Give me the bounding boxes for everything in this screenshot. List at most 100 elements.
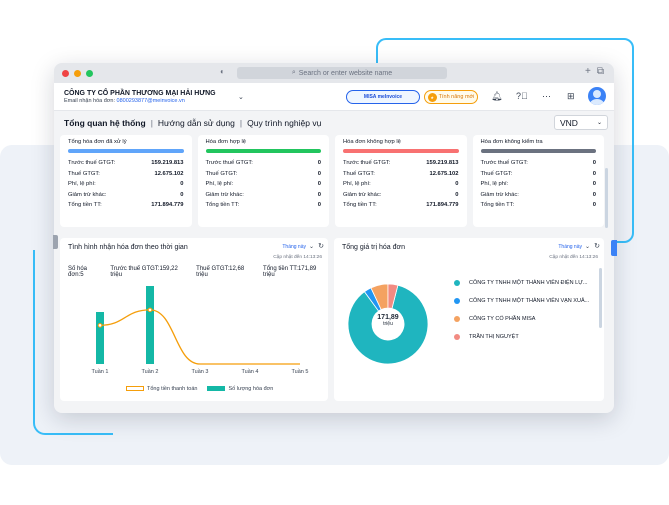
line-point[interactable]	[147, 307, 153, 313]
legend-bar-item[interactable]: Số lượng hóa đơn	[207, 386, 273, 392]
right-drawer-handle[interactable]	[611, 240, 617, 256]
search-icon: ⌕	[291, 69, 296, 76]
bar-Tuần 1[interactable]	[96, 312, 104, 364]
line-point[interactable]	[97, 323, 103, 328]
period-filter[interactable]: Tháng này	[282, 244, 306, 250]
address-bar-placeholder: Search or enter website name	[298, 69, 393, 77]
nav-separator: |	[239, 118, 243, 128]
tab-user-guide[interactable]: Hướng dẫn sử dụng	[157, 118, 235, 128]
card-row: Thuế GTGT: 0	[481, 171, 597, 177]
company-selector[interactable]: CÔNG TY CỔ PHẦN THƯƠNG MẠI HẢI HƯNG Emai…	[64, 90, 216, 104]
help-icon[interactable]: ?⃝	[516, 91, 528, 101]
donut-center-value: 171,89	[377, 314, 399, 321]
row-label: Giảm trừ khác:	[343, 191, 382, 198]
legend-item[interactable]: CÔNG TY CỔ PHẦN MISA	[454, 316, 589, 322]
stat-vat: Thuế GTGT:12,68 triệu	[196, 266, 245, 278]
timeline-panel: Tình hình nhận hóa đơn theo thời gian Th…	[60, 238, 328, 401]
row-value: 0	[455, 191, 459, 198]
nav-separator: |	[150, 118, 153, 128]
row-label: Phí, lệ phí:	[480, 181, 509, 187]
browser-actions: + ⧉	[585, 66, 604, 77]
card-color-bar	[68, 149, 184, 153]
new-tab-icon[interactable]: +	[585, 66, 591, 77]
refresh-icon[interactable]: ↻	[318, 243, 324, 250]
address-bar[interactable]: ⌕ Search or enter website name	[237, 67, 447, 79]
card-row: Giảm trừ khác: 0	[68, 192, 184, 198]
panel-title: Tình hình nhận hóa đơn theo thời gian	[68, 244, 188, 251]
donut-chart	[347, 283, 429, 365]
row-label: Giảm trừ khác:	[480, 191, 519, 198]
row-label: Phí, lệ phí:	[205, 181, 234, 187]
row-label: Phí, lệ phí:	[343, 181, 371, 187]
row-value: 0	[592, 170, 596, 177]
x-tick-label: Tuần 2	[142, 369, 159, 375]
close-window-button[interactable]	[62, 69, 69, 77]
stat-invoice-count: Số hóa đơn:5	[68, 266, 88, 278]
minimize-window-button[interactable]	[74, 69, 81, 77]
card-title: Hóa đơn không hợp lệ	[343, 139, 401, 145]
row-label: Trước thuế GTGT:	[343, 160, 391, 166]
period-filter[interactable]: Tháng này	[558, 244, 582, 250]
row-value: 159.219.813	[426, 160, 459, 166]
row-value: 171.894.779	[426, 202, 459, 208]
legend-item[interactable]: CÔNG TY TNHH MỘT THÀNH VIÊN ĐIỆN LỰ...	[454, 280, 589, 286]
card-row: Giảm trừ khác: 0	[343, 192, 459, 198]
row-value: 0	[180, 191, 184, 198]
tabs-overview-icon[interactable]: ⧉	[596, 66, 604, 77]
currency-value: VND	[560, 117, 578, 128]
row-value: 12.675.102	[154, 170, 184, 177]
donut-center-unit: triệu	[383, 321, 393, 327]
legend-line-item[interactable]: Tổng tiền thanh toán	[126, 386, 197, 392]
legend-label: CÔNG TY TNHH MỘT THÀNH VIÊN ĐIỆN LỰ...	[469, 280, 588, 286]
legend-item[interactable]: CÔNG TY TNHH MỘT THÀNH VIÊN VẠN XUÂ...	[454, 298, 589, 304]
left-drawer-handle[interactable]	[53, 235, 58, 249]
bell-icon[interactable]: 🔔︎	[491, 91, 503, 101]
invoice-value-panel: Tổng giá trị hóa đơn Tháng này ⌄ ↻ Cập n…	[334, 238, 604, 401]
row-label: Phí, lệ phí:	[68, 181, 96, 187]
tab-business-process[interactable]: Quy trình nghiệp vụ	[247, 118, 322, 128]
chevron-down-icon[interactable]: ⌄	[308, 244, 314, 250]
legend-item[interactable]: TRẦN THỊ NGUYỆT	[454, 334, 589, 340]
summary-card[interactable]: Tổng hóa đơn đã xử lý Trước thuế GTGT: 1…	[60, 135, 192, 227]
card-row: Tổng tiền TT: 171.894.779	[68, 202, 184, 208]
avatar[interactable]	[588, 87, 606, 105]
summary-card[interactable]: Hóa đơn không hợp lệ Trước thuế GTGT: 15…	[335, 135, 467, 227]
tab-overview[interactable]: Tổng quan hệ thống	[64, 118, 146, 128]
row-value: 171.894.779	[151, 202, 184, 208]
new-feature-button[interactable]: ★ Tính năng mới	[424, 90, 478, 104]
summary-card[interactable]: Hóa đơn hợp lệ Trước thuế GTGT: 0 Thuế G…	[197, 135, 329, 227]
email-value: 0800293877@meinvoice.vn	[116, 97, 185, 104]
row-label: Tổng tiền TT:	[343, 202, 377, 208]
chevron-down-icon: ⌄	[596, 120, 602, 126]
row-label: Trước thuế GTGT:	[205, 160, 253, 166]
card-color-bar	[480, 149, 596, 153]
chevron-down-icon[interactable]: ⌄	[584, 244, 590, 250]
card-color-bar	[205, 149, 321, 153]
row-value: 0	[592, 202, 596, 208]
card-row: Phí, lệ phí: 0	[481, 181, 597, 187]
summary-card[interactable]: Hóa đơn không kiểm tra Trước thuế GTGT: …	[472, 135, 604, 227]
page-scrollbar[interactable]	[605, 168, 608, 228]
donut-slice[interactable]	[387, 283, 399, 309]
more-icon[interactable]: ⋯	[542, 91, 551, 101]
total-payment-line	[99, 309, 300, 365]
card-row: Thuế GTGT: 12.675.102	[68, 171, 184, 177]
updated-time: Cập nhật đến 14:13:26	[273, 255, 322, 260]
donut-slice[interactable]	[347, 284, 429, 365]
row-label: Trước thuế GTGT:	[480, 160, 528, 166]
main-nav: Tổng quan hệ thống | Hướng dẫn sử dụng |…	[54, 111, 614, 135]
panel-scrollbar[interactable]	[599, 268, 602, 328]
currency-select[interactable]: VND ⌄	[554, 115, 608, 130]
row-value: 159.219.813	[151, 160, 184, 166]
row-label: Tổng tiền TT:	[68, 202, 102, 208]
refresh-icon[interactable]: ↻	[594, 243, 600, 250]
row-value: 0	[180, 181, 184, 187]
shield-icon: ◐	[220, 67, 225, 76]
maximize-window-button[interactable]	[86, 69, 93, 77]
card-row: Trước thuế GTGT: 159.219.813	[68, 160, 184, 166]
apps-grid-icon[interactable]: ⊞	[567, 91, 575, 101]
legend-label: CÔNG TY CỔ PHẦN MISA	[469, 316, 536, 322]
chevron-down-icon[interactable]: ⌄	[238, 94, 244, 101]
bar-Tuần 2[interactable]	[146, 286, 154, 364]
